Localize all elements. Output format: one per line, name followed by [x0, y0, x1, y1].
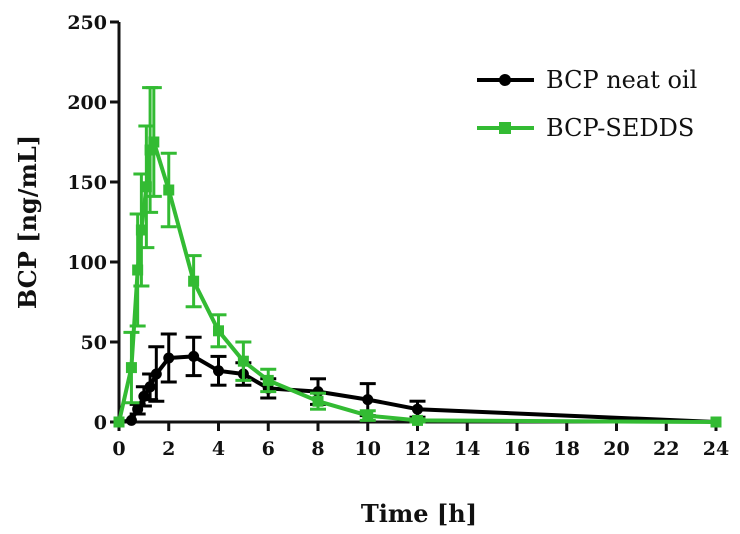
y-tick-label-200: 200	[67, 92, 107, 114]
data-point-bcp-neat-oil	[188, 350, 200, 362]
legend-marker-square	[499, 122, 511, 134]
series-line-bcp-sedds	[117, 140, 717, 424]
data-point-bcp-sedds	[113, 416, 125, 428]
x-tick-label-8: 8	[311, 438, 324, 460]
y-tick-label-150: 150	[67, 172, 107, 194]
y-axis: 0 50 100 150 200 250	[67, 12, 121, 434]
data-point-bcp-sedds	[148, 136, 160, 148]
data-point-bcp-neat-oil	[150, 368, 162, 380]
data-point-bcp-neat-oil	[362, 394, 374, 406]
y-tick-label-100: 100	[67, 252, 107, 274]
data-point-bcp-sedds	[710, 416, 722, 428]
x-tick-label-20: 20	[603, 438, 629, 460]
x-tick-label-2: 2	[162, 438, 175, 460]
legend: BCP neat oil BCP-SEDDS	[477, 66, 697, 142]
legend-label-bcp-neat-oil: BCP neat oil	[546, 66, 697, 94]
x-tick-label-4: 4	[212, 438, 225, 460]
data-point-bcp-sedds	[412, 414, 423, 426]
series-bcp-neat-oil	[113, 332, 722, 428]
x-tick-label-18: 18	[554, 438, 580, 460]
x-axis-title: Time [h]	[361, 499, 477, 528]
data-point-bcp-sedds	[188, 275, 200, 287]
data-point-bcp-sedds	[140, 181, 152, 193]
x-tick-label-24: 24	[703, 438, 729, 460]
x-tick-label-0: 0	[112, 438, 125, 460]
data-point-bcp-sedds	[144, 144, 156, 156]
series-bcp-sedds	[113, 86, 722, 428]
legend-label-bcp-sedds: BCP-SEDDS	[546, 114, 694, 142]
data-point-bcp-neat-oil	[163, 352, 175, 364]
x-tick-label-12: 12	[404, 438, 430, 460]
data-point-bcp-neat-oil	[213, 365, 224, 377]
x-axis: 0 2 4 6 8 10 12 14 16 18 20 22 24	[112, 420, 729, 460]
legend-item-bcp-sedds: BCP-SEDDS	[477, 114, 694, 142]
y-tick-label-50: 50	[81, 332, 107, 354]
series-layer	[113, 86, 722, 428]
data-point-bcp-sedds	[237, 355, 249, 367]
x-tick-label-10: 10	[355, 438, 381, 460]
data-point-bcp-sedds	[132, 264, 144, 276]
data-point-bcp-neat-oil	[138, 390, 150, 402]
data-point-bcp-neat-oil	[132, 403, 144, 415]
legend-item-bcp-neat-oil: BCP neat oil	[477, 66, 697, 94]
data-point-bcp-sedds	[213, 325, 224, 337]
data-point-bcp-neat-oil	[125, 414, 137, 426]
data-point-bcp-sedds	[362, 410, 374, 422]
data-point-bcp-sedds	[135, 224, 147, 236]
y-axis-title: BCP [ng/mL]	[13, 135, 42, 309]
y-tick-label-0: 0	[94, 412, 107, 434]
data-point-bcp-neat-oil	[144, 381, 156, 393]
x-tick-label-6: 6	[262, 438, 275, 460]
data-point-bcp-sedds	[125, 362, 137, 374]
legend-marker-circle	[499, 74, 511, 86]
x-tick-label-22: 22	[653, 438, 679, 460]
data-point-bcp-sedds	[262, 374, 274, 386]
y-tick-label-250: 250	[67, 12, 107, 34]
data-point-bcp-sedds	[312, 395, 324, 407]
x-tick-label-14: 14	[454, 438, 480, 460]
x-tick-label-16: 16	[504, 438, 530, 460]
data-point-bcp-neat-oil	[412, 403, 423, 415]
data-point-bcp-sedds	[163, 184, 175, 196]
